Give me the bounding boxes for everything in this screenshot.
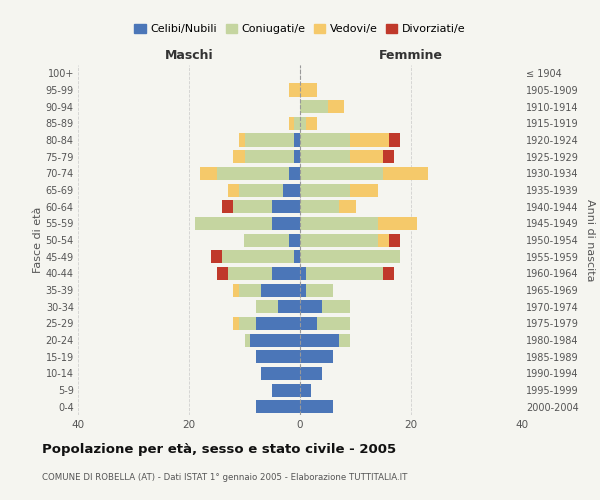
Bar: [245, 134, 295, 146]
Bar: [295, 134, 300, 146]
Bar: [289, 234, 300, 246]
Bar: [272, 217, 300, 230]
Bar: [339, 334, 350, 346]
Bar: [389, 134, 400, 146]
Bar: [322, 300, 350, 313]
Bar: [300, 350, 334, 363]
Bar: [300, 200, 339, 213]
Bar: [339, 200, 355, 213]
Bar: [228, 184, 239, 196]
Bar: [300, 150, 350, 163]
Bar: [239, 284, 261, 296]
Bar: [245, 234, 289, 246]
Bar: [300, 100, 328, 113]
Bar: [383, 267, 394, 280]
Bar: [200, 167, 217, 180]
Text: Maschi: Maschi: [164, 48, 214, 62]
Bar: [305, 117, 317, 130]
Bar: [233, 200, 272, 213]
Y-axis label: Anni di nascita: Anni di nascita: [584, 198, 595, 281]
Bar: [272, 200, 300, 213]
Bar: [245, 334, 250, 346]
Bar: [300, 400, 334, 413]
Bar: [194, 217, 272, 230]
Bar: [217, 167, 289, 180]
Bar: [233, 317, 239, 330]
Text: Popolazione per età, sesso e stato civile - 2005: Popolazione per età, sesso e stato civil…: [42, 442, 396, 456]
Bar: [305, 267, 383, 280]
Bar: [239, 134, 245, 146]
Bar: [300, 234, 378, 246]
Bar: [289, 167, 300, 180]
Bar: [300, 84, 317, 96]
Bar: [300, 134, 350, 146]
Bar: [300, 367, 322, 380]
Bar: [233, 150, 245, 163]
Bar: [328, 100, 344, 113]
Bar: [295, 250, 300, 263]
Bar: [272, 384, 300, 396]
Bar: [228, 267, 272, 280]
Bar: [250, 334, 300, 346]
Bar: [256, 317, 300, 330]
Bar: [283, 184, 300, 196]
Bar: [239, 184, 283, 196]
Bar: [300, 267, 305, 280]
Bar: [289, 117, 295, 130]
Bar: [222, 200, 233, 213]
Bar: [378, 234, 389, 246]
Bar: [256, 350, 300, 363]
Bar: [233, 284, 239, 296]
Bar: [222, 250, 295, 263]
Bar: [300, 250, 400, 263]
Bar: [317, 317, 350, 330]
Bar: [350, 134, 389, 146]
Bar: [383, 150, 394, 163]
Bar: [245, 150, 295, 163]
Legend: Celibi/Nubili, Coniugati/e, Vedovi/e, Divorziati/e: Celibi/Nubili, Coniugati/e, Vedovi/e, Di…: [132, 22, 468, 36]
Bar: [211, 250, 222, 263]
Bar: [378, 217, 416, 230]
Bar: [300, 384, 311, 396]
Bar: [350, 150, 383, 163]
Bar: [300, 217, 378, 230]
Bar: [239, 317, 256, 330]
Bar: [278, 300, 300, 313]
Bar: [217, 267, 228, 280]
Bar: [261, 367, 300, 380]
Bar: [272, 267, 300, 280]
Bar: [305, 284, 334, 296]
Y-axis label: Fasce di età: Fasce di età: [32, 207, 43, 273]
Bar: [289, 84, 300, 96]
Text: Femmine: Femmine: [379, 48, 443, 62]
Bar: [300, 184, 350, 196]
Bar: [300, 334, 339, 346]
Text: COMUNE DI ROBELLA (AT) - Dati ISTAT 1° gennaio 2005 - Elaborazione TUTTITALIA.IT: COMUNE DI ROBELLA (AT) - Dati ISTAT 1° g…: [42, 472, 407, 482]
Bar: [300, 317, 317, 330]
Bar: [295, 150, 300, 163]
Bar: [350, 184, 378, 196]
Bar: [295, 117, 300, 130]
Bar: [261, 284, 300, 296]
Bar: [300, 117, 305, 130]
Bar: [300, 284, 305, 296]
Bar: [383, 167, 428, 180]
Bar: [256, 400, 300, 413]
Bar: [256, 300, 278, 313]
Bar: [300, 167, 383, 180]
Bar: [389, 234, 400, 246]
Bar: [300, 300, 322, 313]
